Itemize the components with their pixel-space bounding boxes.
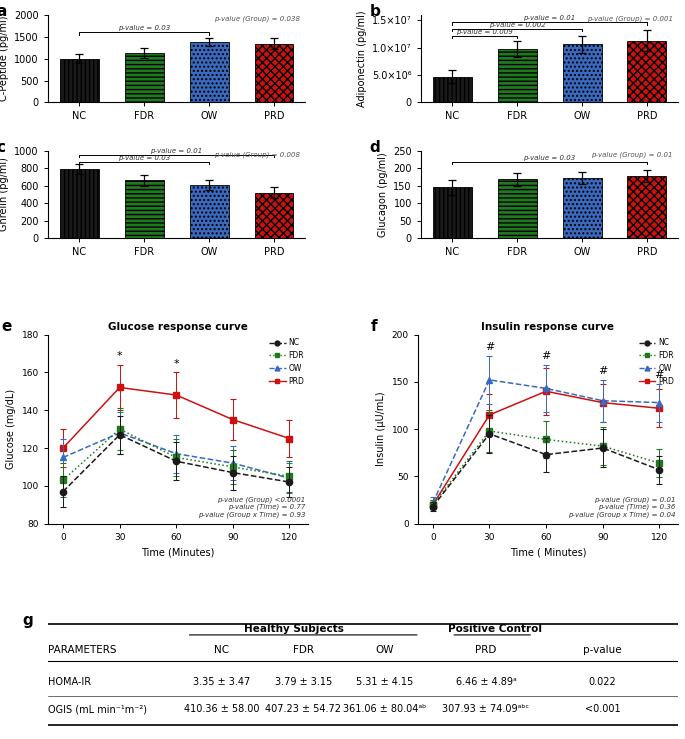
Title: Glucose response curve: Glucose response curve bbox=[108, 322, 248, 333]
Text: FDR: FDR bbox=[292, 645, 314, 655]
Text: PARAMETERS: PARAMETERS bbox=[48, 645, 116, 655]
Text: p-value = 0.03: p-value = 0.03 bbox=[523, 155, 575, 161]
Text: b: b bbox=[369, 4, 380, 19]
Text: 0.022: 0.022 bbox=[588, 678, 616, 687]
Bar bbox=[627, 176, 667, 239]
Text: p-value (Group) <0.0001
p-value (Time) = 0.77
p-value (Group x Time) = 0.93: p-value (Group) <0.0001 p-value (Time) =… bbox=[198, 497, 306, 518]
Text: *: * bbox=[173, 358, 179, 369]
Y-axis label: Ghrelin (pg/ml): Ghrelin (pg/ml) bbox=[0, 157, 9, 231]
Y-axis label: Glucagon (pg/ml): Glucagon (pg/ml) bbox=[377, 152, 388, 237]
Text: 3.79 ± 3.15: 3.79 ± 3.15 bbox=[275, 678, 332, 687]
Text: p-value (Group) = 0.01
p-value (Time) = 0.36
p-value (Group x Time) = 0.04: p-value (Group) = 0.01 p-value (Time) = … bbox=[568, 497, 675, 518]
Y-axis label: Glucose (mg/dL): Glucose (mg/dL) bbox=[6, 389, 16, 469]
Text: NC: NC bbox=[214, 645, 229, 655]
Text: <0.001: <0.001 bbox=[585, 704, 621, 715]
Text: 410.36 ± 58.00: 410.36 ± 58.00 bbox=[184, 704, 259, 715]
Text: p-value = 0.03: p-value = 0.03 bbox=[118, 25, 170, 31]
Y-axis label: C-Peptide (pg/ml): C-Peptide (pg/ml) bbox=[0, 16, 9, 101]
Bar bbox=[497, 49, 536, 103]
Text: Healthy Subjects: Healthy Subjects bbox=[244, 624, 344, 634]
Text: OGIS (mL min⁻¹m⁻²): OGIS (mL min⁻¹m⁻²) bbox=[48, 704, 147, 715]
Text: Positive Control: Positive Control bbox=[449, 624, 543, 634]
Text: p-value (Group) = 0.038: p-value (Group) = 0.038 bbox=[214, 16, 300, 22]
Text: g: g bbox=[23, 613, 34, 628]
Y-axis label: Adiponectin (pg/ml): Adiponectin (pg/ml) bbox=[357, 10, 366, 107]
Legend: NC, FDR, OW, PRD: NC, FDR, OW, PRD bbox=[269, 338, 305, 386]
Text: 407.23 ± 54.72: 407.23 ± 54.72 bbox=[265, 704, 341, 715]
Text: p-value = 0.002: p-value = 0.002 bbox=[488, 22, 545, 28]
Bar bbox=[255, 193, 293, 239]
Y-axis label: Insulin (μU/mL): Insulin (μU/mL) bbox=[376, 392, 386, 466]
Text: p-value = 0.01: p-value = 0.01 bbox=[151, 148, 203, 154]
Bar bbox=[562, 178, 601, 239]
Text: p-value (Group) = 0.01: p-value (Group) = 0.01 bbox=[592, 151, 673, 158]
Text: 6.46 ± 4.89ᵃ: 6.46 ± 4.89ᵃ bbox=[456, 678, 516, 687]
Text: e: e bbox=[1, 319, 12, 334]
Text: a: a bbox=[0, 4, 7, 19]
Bar bbox=[190, 185, 229, 239]
Bar bbox=[125, 180, 164, 239]
Text: p-value = 0.009: p-value = 0.009 bbox=[456, 29, 513, 35]
Text: f: f bbox=[371, 319, 377, 334]
Text: p-value = 0.01: p-value = 0.01 bbox=[523, 16, 575, 21]
Title: Insulin response curve: Insulin response curve bbox=[482, 322, 614, 333]
Text: d: d bbox=[369, 140, 380, 155]
Bar bbox=[562, 44, 601, 103]
Text: p-value (Group) = 0.008: p-value (Group) = 0.008 bbox=[214, 151, 300, 158]
Bar bbox=[255, 44, 293, 103]
Bar bbox=[60, 169, 99, 239]
Text: 361.06 ± 80.04ᵃᵇ: 361.06 ± 80.04ᵃᵇ bbox=[343, 704, 427, 715]
Bar bbox=[190, 42, 229, 103]
Text: PRD: PRD bbox=[475, 645, 497, 655]
X-axis label: Time (Minutes): Time (Minutes) bbox=[142, 548, 215, 557]
Legend: NC, FDR, OW, PRD: NC, FDR, OW, PRD bbox=[638, 338, 674, 386]
Text: p-value: p-value bbox=[583, 645, 622, 655]
Bar bbox=[497, 180, 536, 239]
Text: #: # bbox=[541, 351, 551, 361]
Text: 5.31 ± 4.15: 5.31 ± 4.15 bbox=[356, 678, 414, 687]
Bar bbox=[433, 188, 471, 239]
Text: c: c bbox=[0, 140, 5, 155]
Text: 307.93 ± 74.09ᵃᵇᶜ: 307.93 ± 74.09ᵃᵇᶜ bbox=[443, 704, 530, 715]
Bar bbox=[433, 77, 471, 103]
Text: HOMA-IR: HOMA-IR bbox=[48, 678, 91, 687]
Bar bbox=[627, 41, 667, 103]
Text: #: # bbox=[598, 366, 608, 376]
X-axis label: Time ( Minutes): Time ( Minutes) bbox=[510, 548, 586, 557]
Text: #: # bbox=[485, 342, 494, 353]
Text: p-value = 0.03: p-value = 0.03 bbox=[118, 155, 170, 161]
Text: *: * bbox=[117, 351, 123, 361]
Text: p-value (Group) = 0.001: p-value (Group) = 0.001 bbox=[587, 16, 673, 22]
Text: 3.35 ± 3.47: 3.35 ± 3.47 bbox=[192, 678, 250, 687]
Bar bbox=[60, 58, 99, 103]
Text: #: # bbox=[655, 370, 664, 380]
Text: OW: OW bbox=[376, 645, 395, 655]
Bar bbox=[125, 53, 164, 103]
